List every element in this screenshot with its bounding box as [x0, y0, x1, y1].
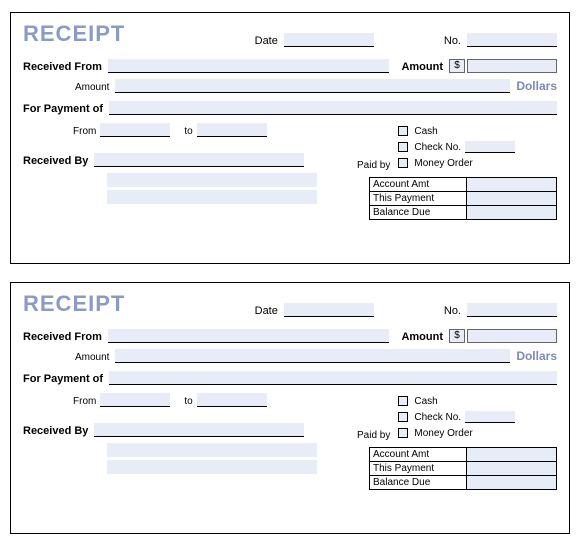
- amount-text-field[interactable]: [115, 349, 510, 363]
- this-payment-value[interactable]: [467, 462, 557, 476]
- paid-by-check[interactable]: Check No.: [398, 409, 557, 425]
- from-field[interactable]: [100, 123, 170, 137]
- check-no-field[interactable]: [465, 141, 515, 153]
- table-row: Balance Due: [370, 206, 557, 220]
- extra-line-2[interactable]: [107, 190, 317, 204]
- dollars-label: Dollars: [516, 349, 557, 363]
- dollars-label: Dollars: [516, 79, 557, 93]
- receipt-form-1: RECEIPT Date No. Received From Amount $ …: [10, 12, 570, 264]
- balance-due-label: Balance Due: [370, 476, 467, 490]
- paid-by-money-order[interactable]: Money Order: [398, 155, 557, 171]
- paid-by-money-order[interactable]: Money Order: [398, 425, 557, 441]
- table-row: This Payment: [370, 462, 557, 476]
- extra-line-2[interactable]: [107, 460, 317, 474]
- date-label: Date: [255, 305, 278, 317]
- amount-label: Amount: [401, 331, 443, 343]
- receipt-title: RECEIPT: [23, 21, 125, 47]
- table-row: Balance Due: [370, 476, 557, 490]
- received-by-field[interactable]: [94, 153, 304, 167]
- to-label: to: [184, 396, 192, 407]
- amount-text-label: Amount: [75, 82, 109, 93]
- received-from-field[interactable]: [108, 59, 390, 73]
- signature-lines: [107, 173, 357, 204]
- check-label: Check No.: [414, 142, 461, 153]
- check-label: Check No.: [414, 412, 461, 423]
- no-label: No.: [444, 305, 461, 317]
- signature-lines: [107, 443, 357, 474]
- balance-due-label: Balance Due: [370, 206, 467, 220]
- cash-label: Cash: [414, 126, 437, 137]
- to-field[interactable]: [197, 123, 267, 137]
- no-field[interactable]: [467, 303, 557, 317]
- for-payment-label: For Payment of: [23, 373, 103, 385]
- cash-label: Cash: [414, 396, 437, 407]
- paid-by-label: Paid by: [357, 160, 390, 171]
- for-payment-field[interactable]: [109, 101, 557, 115]
- received-by-label: Received By: [23, 155, 88, 167]
- amount-box-field[interactable]: [467, 329, 557, 343]
- account-amt-value[interactable]: [467, 448, 557, 462]
- extra-line-1[interactable]: [107, 173, 317, 187]
- checkbox-icon[interactable]: [398, 158, 408, 168]
- checkbox-icon[interactable]: [398, 126, 408, 136]
- for-payment-field[interactable]: [109, 371, 557, 385]
- amount-text-label: Amount: [75, 352, 109, 363]
- date-field[interactable]: [284, 303, 374, 317]
- to-label: to: [184, 126, 192, 137]
- balance-due-value[interactable]: [467, 206, 557, 220]
- from-label: From: [73, 396, 96, 407]
- amount-box-field[interactable]: [467, 59, 557, 73]
- check-no-field[interactable]: [465, 411, 515, 423]
- checkbox-icon[interactable]: [398, 428, 408, 438]
- from-field[interactable]: [100, 393, 170, 407]
- table-row: Account Amt: [370, 178, 557, 192]
- received-by-field[interactable]: [94, 423, 304, 437]
- for-payment-label: For Payment of: [23, 103, 103, 115]
- account-amt-label: Account Amt: [370, 178, 467, 192]
- account-table: Account Amt This Payment Balance Due: [369, 447, 557, 490]
- date-field[interactable]: [284, 33, 374, 47]
- date-label: Date: [255, 35, 278, 47]
- table-row: Account Amt: [370, 448, 557, 462]
- receipt-form-2: RECEIPT Date No. Received From Amount $ …: [10, 282, 570, 534]
- table-row: This Payment: [370, 192, 557, 206]
- amount-text-field[interactable]: [115, 79, 510, 93]
- paid-by-cash[interactable]: Cash: [398, 393, 557, 409]
- received-from-field[interactable]: [108, 329, 390, 343]
- account-amt-value[interactable]: [467, 178, 557, 192]
- currency-symbol: $: [449, 329, 465, 343]
- currency-symbol: $: [449, 59, 465, 73]
- to-field[interactable]: [197, 393, 267, 407]
- received-from-label: Received From: [23, 61, 102, 73]
- amount-label: Amount: [401, 61, 443, 73]
- extra-line-1[interactable]: [107, 443, 317, 457]
- checkbox-icon[interactable]: [398, 142, 408, 152]
- account-table: Account Amt This Payment Balance Due: [369, 177, 557, 220]
- no-label: No.: [444, 35, 461, 47]
- paid-by-cash[interactable]: Cash: [398, 123, 557, 139]
- checkbox-icon[interactable]: [398, 396, 408, 406]
- money-order-label: Money Order: [414, 158, 472, 169]
- money-order-label: Money Order: [414, 428, 472, 439]
- received-by-label: Received By: [23, 425, 88, 437]
- balance-due-value[interactable]: [467, 476, 557, 490]
- received-from-label: Received From: [23, 331, 102, 343]
- this-payment-label: This Payment: [370, 462, 467, 476]
- paid-by-check[interactable]: Check No.: [398, 139, 557, 155]
- paid-by-label: Paid by: [357, 430, 390, 441]
- receipt-title: RECEIPT: [23, 291, 125, 317]
- account-amt-label: Account Amt: [370, 448, 467, 462]
- no-field[interactable]: [467, 33, 557, 47]
- this-payment-label: This Payment: [370, 192, 467, 206]
- this-payment-value[interactable]: [467, 192, 557, 206]
- checkbox-icon[interactable]: [398, 412, 408, 422]
- from-label: From: [73, 126, 96, 137]
